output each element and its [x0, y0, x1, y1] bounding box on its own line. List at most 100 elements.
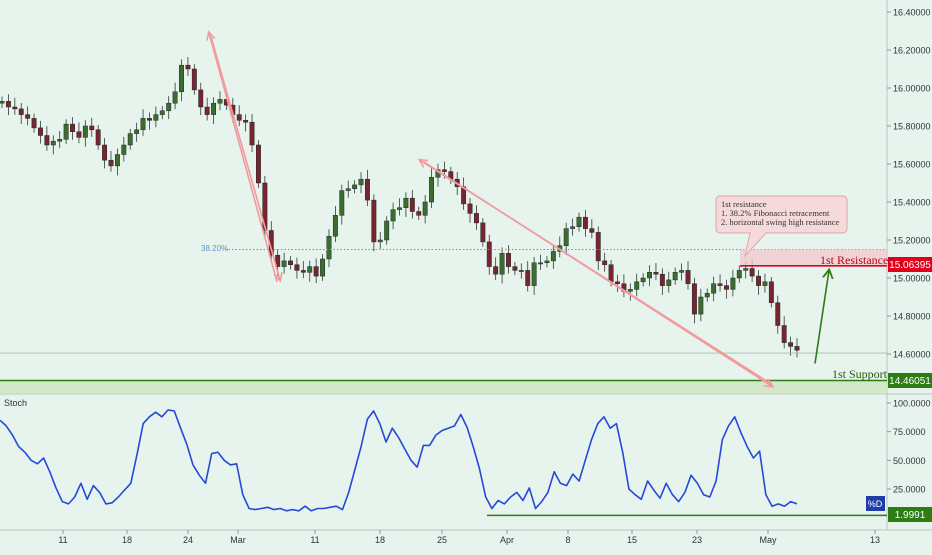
- candle: [493, 257, 499, 281]
- candle-body: [31, 118, 37, 129]
- candle: [217, 91, 223, 111]
- candle-body: [704, 292, 710, 298]
- candle-body: [275, 254, 281, 267]
- candle: [518, 263, 524, 279]
- candle-body: [390, 209, 396, 222]
- candle: [768, 277, 774, 308]
- candle: [756, 270, 761, 295]
- candle: [5, 94, 11, 116]
- candle-body: [634, 281, 640, 290]
- price-tick-label: 15.80000: [893, 122, 931, 132]
- candle: [403, 192, 409, 218]
- candle: [339, 184, 345, 225]
- candle-body: [185, 64, 191, 70]
- candle: [313, 258, 319, 284]
- candle: [775, 295, 781, 334]
- candle: [63, 119, 69, 145]
- candle-body: [563, 228, 569, 246]
- candle: [89, 117, 95, 137]
- candle-body: [640, 277, 646, 283]
- price-tick-label: 14.60000: [893, 350, 931, 360]
- time-tick-label: May: [759, 535, 777, 545]
- candle: [499, 247, 505, 284]
- candle-body: [57, 139, 63, 142]
- stoch-label: Stoch: [4, 398, 27, 408]
- candle: [31, 113, 37, 133]
- impulse-arrow-up: [209, 33, 278, 283]
- candle-body: [44, 135, 50, 146]
- candle: [390, 202, 396, 230]
- candle: [288, 256, 293, 270]
- candle-body: [300, 270, 306, 273]
- candle-body: [422, 201, 428, 216]
- price-tick-label: 15.20000: [893, 236, 931, 246]
- candle-body: [339, 190, 345, 216]
- candle-body: [717, 283, 723, 286]
- stoch-tick-label: 100.0000: [893, 399, 931, 409]
- candle-body: [281, 260, 287, 267]
- candle: [172, 82, 178, 110]
- candle-body: [89, 125, 95, 131]
- candle: [589, 219, 595, 239]
- candle-body: [589, 228, 595, 233]
- stoch-support-value: 1.9991: [895, 510, 926, 521]
- candle-body: [743, 268, 749, 271]
- stoch-d-badge: [866, 496, 885, 511]
- candle: [480, 218, 486, 247]
- candle: [595, 226, 601, 271]
- annotation-line-1: 1st resistance: [721, 199, 767, 209]
- time-tick-label: 18: [122, 535, 132, 545]
- candle-body: [698, 296, 704, 315]
- candle-body: [364, 178, 370, 201]
- candles: [0, 57, 800, 358]
- candle: [108, 150, 114, 172]
- candle: [602, 252, 608, 272]
- candle: [300, 261, 306, 279]
- candle: [332, 205, 338, 243]
- candle: [44, 126, 50, 151]
- candle-body: [50, 140, 56, 146]
- candle-body: [358, 178, 364, 186]
- price-tick-label: 16.00000: [893, 84, 931, 94]
- candle-body: [217, 99, 223, 104]
- candle-body: [768, 281, 774, 303]
- candle-body: [38, 127, 43, 136]
- candle-body: [127, 133, 133, 146]
- candle-body: [730, 277, 736, 290]
- stoch-tick-label: 25.0000: [893, 485, 926, 495]
- candle-body: [172, 91, 178, 104]
- candle-body: [249, 121, 255, 146]
- support-price-value: 14.46051: [889, 376, 931, 387]
- candle-body: [788, 342, 794, 347]
- candle: [70, 117, 75, 140]
- candle: [371, 194, 377, 252]
- candle-body: [602, 260, 608, 265]
- candle: [563, 222, 569, 256]
- trend-arrow-down: [423, 161, 772, 386]
- candle: [621, 274, 627, 298]
- candle-body: [140, 118, 146, 131]
- candle-body: [762, 281, 768, 286]
- candle-body: [486, 241, 492, 267]
- candle: [461, 177, 467, 210]
- candle: [794, 338, 800, 358]
- candle: [781, 316, 787, 349]
- candle-body: [499, 253, 505, 275]
- time-tick-label: 11: [58, 535, 67, 545]
- candle: [679, 263, 685, 281]
- support-label: 1st Support: [832, 367, 888, 381]
- candle: [198, 82, 204, 116]
- candle-body: [166, 102, 172, 112]
- candle-body: [679, 270, 685, 273]
- candle: [134, 122, 140, 142]
- candle: [550, 244, 556, 270]
- candle: [473, 205, 479, 230]
- candle-body: [377, 239, 383, 243]
- candle: [76, 122, 82, 144]
- candle: [557, 236, 563, 258]
- candle-body: [531, 262, 537, 286]
- candle: [320, 254, 326, 281]
- stoch-support-tag: [888, 507, 932, 522]
- candle: [352, 180, 358, 194]
- candle: [416, 206, 422, 221]
